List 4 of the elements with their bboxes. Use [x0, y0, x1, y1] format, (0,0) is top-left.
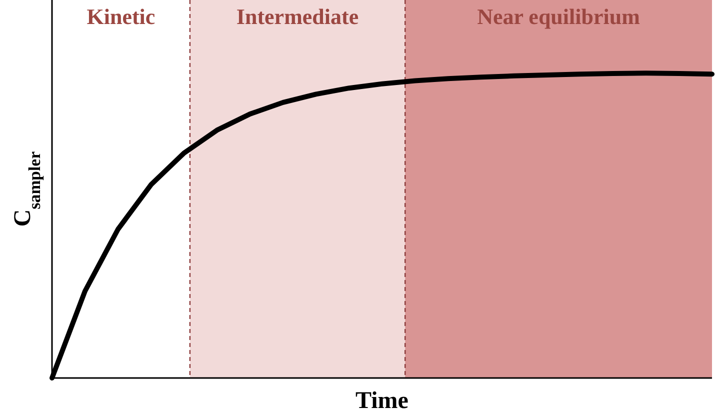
text: Kinetic — [86, 4, 156, 29]
x-axis-title: Time — [356, 388, 409, 414]
text: Near equilibrium — [477, 4, 640, 29]
text: Intermediate — [236, 4, 359, 29]
